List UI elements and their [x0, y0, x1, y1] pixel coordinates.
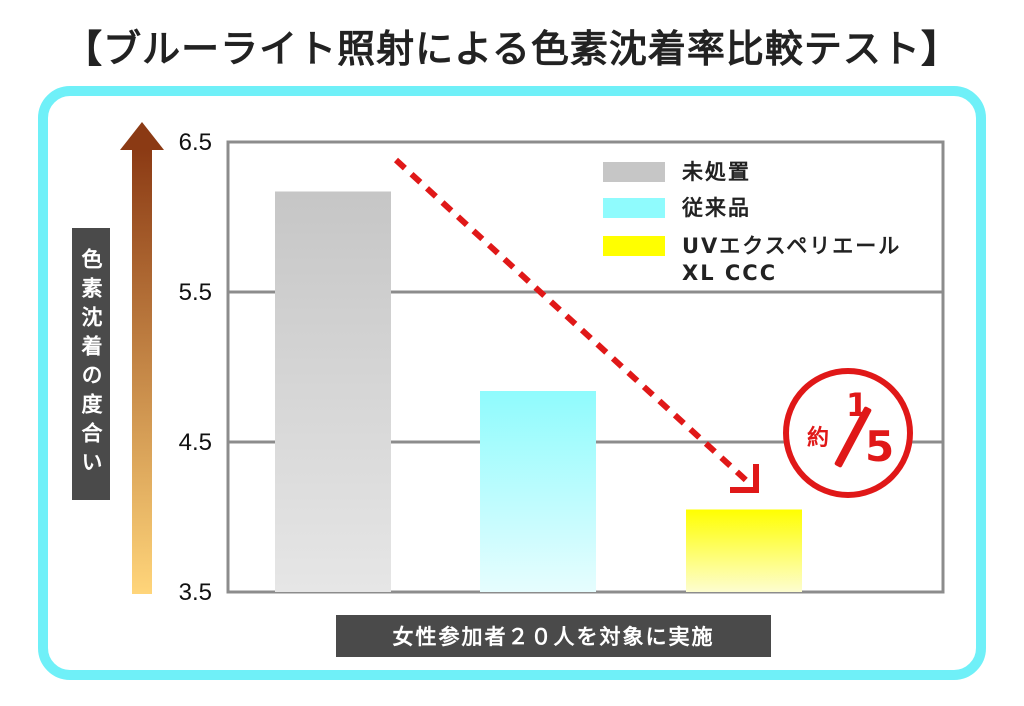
legend-swatch-1 [603, 162, 665, 182]
y-tick-label: 3.5 [179, 579, 212, 606]
legend-label-2: 従来品 [681, 196, 751, 220]
badge-prefix: 約 [807, 426, 830, 451]
legend-swatch-2 [603, 198, 665, 218]
y-axis-arrow-head [120, 122, 164, 150]
y-axis-label: 色素沈着の度合い [72, 228, 110, 500]
legend-label-3: UVエクスペリエール [682, 234, 901, 258]
y-axis-arrow-shaft [132, 148, 152, 594]
reduction-badge: 約 1 5 [783, 368, 913, 498]
legend-label-1: 未処置 [682, 160, 751, 184]
legend-swatch-3 [603, 236, 665, 256]
trend-arrow-head [730, 464, 759, 493]
x-axis-note: 女性参加者２０人を対象に実施 [336, 615, 771, 657]
bar-2 [480, 391, 596, 592]
badge-denominator: 5 [865, 422, 895, 471]
y-tick-label: 6.5 [179, 129, 212, 156]
trend-dashed-line [393, 157, 751, 485]
bar-1 [275, 191, 391, 592]
chart-title: 【ブルーライト照射による色素沈着率比較テスト】 [64, 27, 960, 71]
bar-3 [686, 509, 802, 592]
y-tick-label: 5.5 [179, 279, 212, 306]
legend-label-3: XL CCC [682, 261, 777, 285]
y-tick-label: 4.5 [179, 429, 212, 456]
